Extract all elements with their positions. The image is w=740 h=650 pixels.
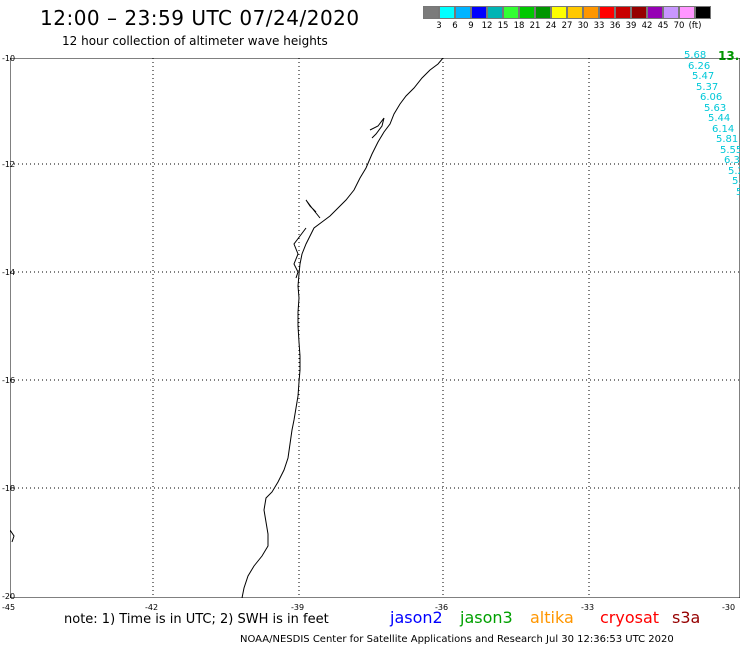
west-coast-fragment <box>10 529 15 543</box>
legend-label: (ft) <box>688 21 702 31</box>
wave-height-value: 6.26 <box>688 60 711 72</box>
latitude-label: -20 <box>2 592 16 601</box>
longitude-label: -33 <box>581 603 595 612</box>
legend-label: 12 <box>481 21 493 31</box>
satellite-name: jason3 <box>460 608 513 627</box>
latitude-label: -14 <box>2 268 16 277</box>
legend-label: 27 <box>561 21 573 31</box>
map-frame <box>10 58 740 598</box>
legend-swatch <box>615 6 631 19</box>
legend-swatch <box>551 6 567 19</box>
legend-swatch <box>519 6 535 19</box>
latitude-label: -12 <box>2 160 16 169</box>
coastline <box>241 58 444 598</box>
wave-height-value: 6.14 <box>712 123 735 135</box>
legend-label: 36 <box>609 21 621 31</box>
footer-note: note: 1) Time is in UTC; 2) SWH is in fe… <box>64 612 329 627</box>
legend-swatch <box>471 6 487 19</box>
wave-height-value: 5.81 <box>716 134 739 145</box>
wave-height-peak: 13.2 <box>718 49 740 63</box>
longitude-label: -45 <box>2 603 16 612</box>
legend-label: 39 <box>625 21 637 31</box>
footer-credit: NOAA/NESDIS Center for Satellite Applica… <box>240 634 674 645</box>
legend-label: 9 <box>468 21 474 31</box>
legend-label: 70 <box>673 21 685 31</box>
legend-label: 30 <box>577 21 589 31</box>
longitude-label: -30 <box>722 603 736 612</box>
legend-swatch <box>439 6 455 19</box>
wave-height-value: 5.1 <box>732 176 740 187</box>
latitude-label: -10 <box>2 54 16 63</box>
color-scale-labels: 3 6 9 12 15 18 21 24 27 30 33 36 39 42 45 70 (ft) <box>423 21 740 33</box>
coastline-detail-north <box>369 117 385 139</box>
wave-height-value: 5.68 <box>684 50 707 61</box>
legend-label: 33 <box>593 21 605 31</box>
wave-height-value: 5.2 <box>728 165 740 177</box>
legend-label: 6 <box>452 21 458 31</box>
legend-swatch <box>647 6 663 19</box>
wave-height-value: 5.37 <box>696 81 719 93</box>
legend-swatch <box>679 6 695 19</box>
legend-label: 42 <box>641 21 653 31</box>
legend-label: 45 <box>657 21 669 31</box>
wave-height-value: 5.55 <box>720 144 740 156</box>
legend-swatch <box>535 6 551 19</box>
satellite-name: cryosat <box>600 608 660 627</box>
satellite-name: s3a <box>672 608 701 627</box>
legend-swatch <box>455 6 471 19</box>
legend-label: 21 <box>529 21 541 31</box>
legend-swatch <box>631 6 647 19</box>
latitude-label: -18 <box>2 484 16 493</box>
wave-height-value: 5.47 <box>692 71 715 82</box>
satellite-name: jason2 <box>390 608 443 627</box>
wave-height-value: 5.44 <box>708 113 731 124</box>
latitude-label: -16 <box>2 376 16 385</box>
map-subtitle: 12 hour collection of altimeter wave hei… <box>62 34 328 48</box>
legend-swatch <box>583 6 599 19</box>
legend-label: 3 <box>436 21 442 31</box>
wave-height-map <box>10 58 740 598</box>
legend-swatch <box>599 6 615 19</box>
legend-swatch <box>695 6 711 19</box>
legend-label: 18 <box>513 21 525 31</box>
graticule <box>10 58 740 598</box>
legend-swatch <box>487 6 503 19</box>
longitude-label: -36 <box>435 603 449 612</box>
wave-height-value: 6.06 <box>700 92 723 103</box>
wave-height-value: 6.32 <box>724 155 740 166</box>
legend-label: 15 <box>497 21 509 31</box>
longitude-label: -39 <box>291 603 305 612</box>
legend-swatch <box>423 6 439 19</box>
legend-swatch <box>503 6 519 19</box>
map-title: 12:00 – 23:59 UTC 07/24/2020 <box>40 6 360 30</box>
longitude-label: -42 <box>145 603 159 612</box>
wave-height-value: 5. <box>736 186 740 198</box>
legend-label: 24 <box>545 21 557 31</box>
legend-swatch <box>663 6 679 19</box>
legend-swatch <box>567 6 583 19</box>
wave-height-value: 5.63 <box>704 102 727 114</box>
color-scale-legend <box>423 6 711 19</box>
satellite-name: altika <box>530 608 574 627</box>
coastline-detail-bay <box>293 199 321 279</box>
